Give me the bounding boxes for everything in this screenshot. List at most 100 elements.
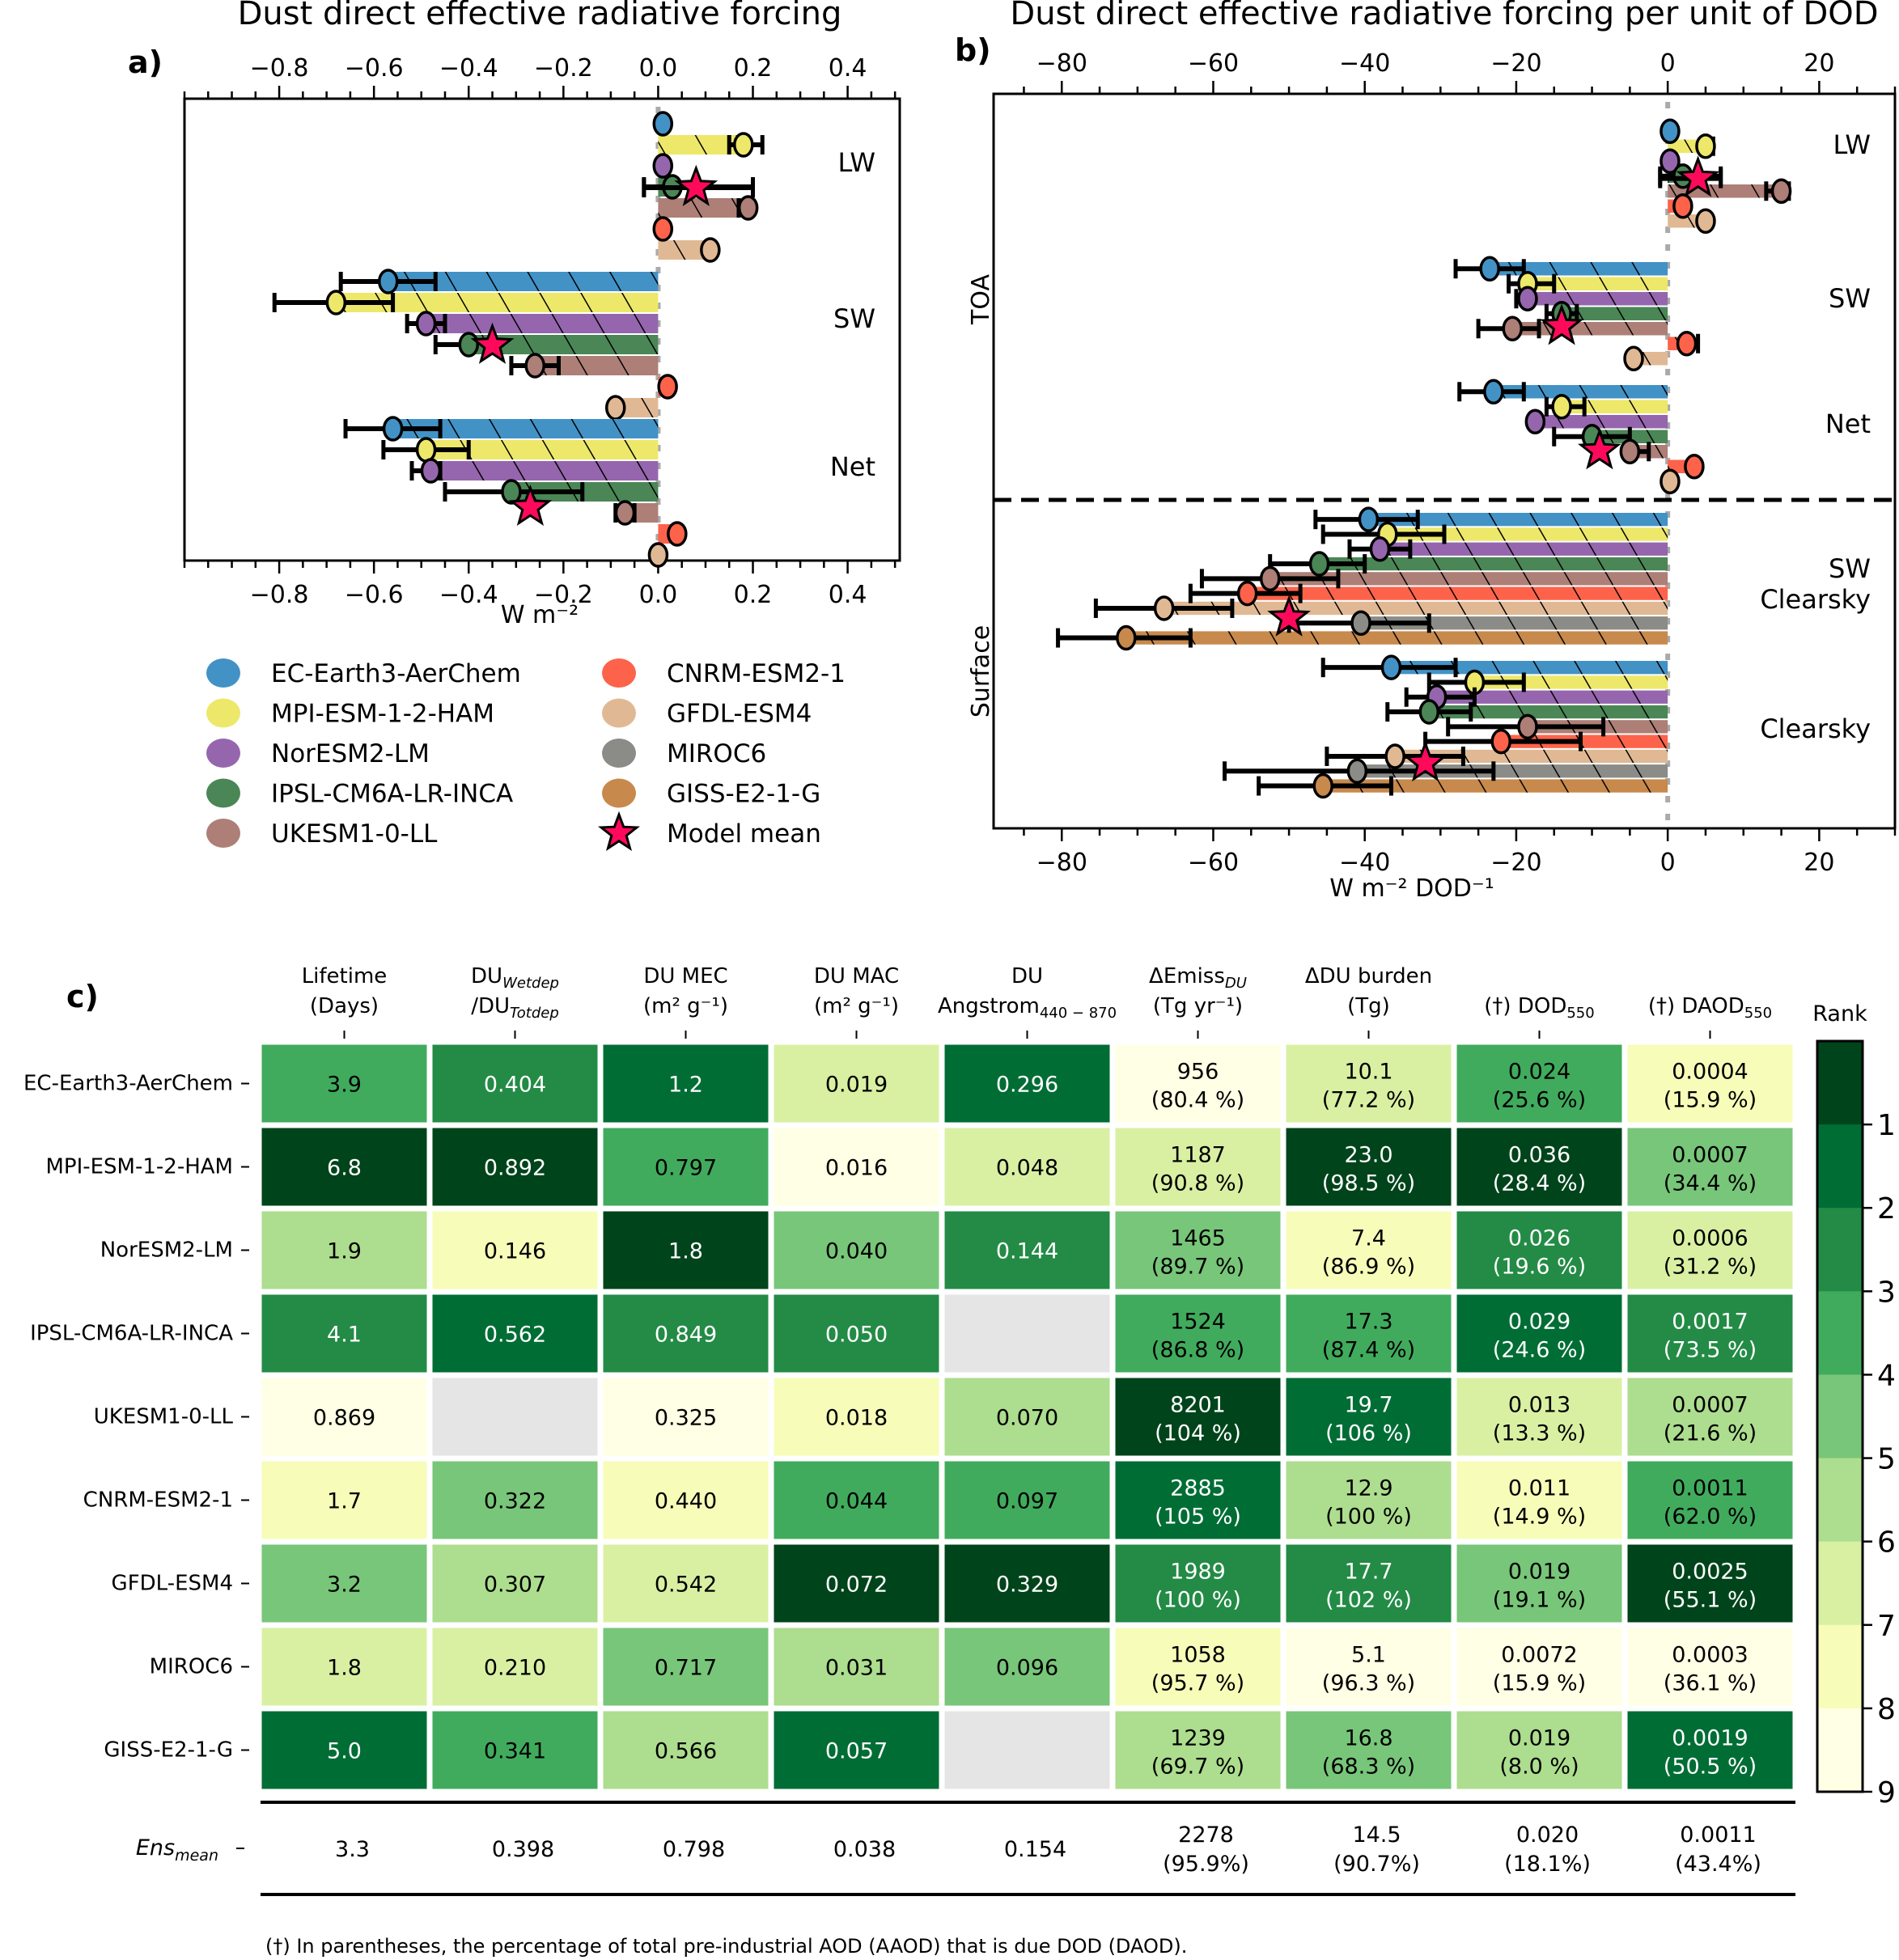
heatmap-cell bbox=[432, 1294, 598, 1373]
row-label: UKESM1-0-LL bbox=[94, 1405, 234, 1429]
colorbar-tick-label: 8 bbox=[1877, 1693, 1896, 1726]
data-point bbox=[652, 153, 674, 179]
data-point bbox=[501, 479, 522, 505]
ensemble-value: 0.020 bbox=[1516, 1822, 1579, 1848]
colorbar-tick-label: 9 bbox=[1877, 1776, 1896, 1810]
x-tick-label-top: −0.2 bbox=[534, 54, 593, 83]
cell-value: 0.0019 bbox=[1672, 1726, 1748, 1751]
cell-value: 1524 bbox=[1170, 1310, 1226, 1335]
x-tick-label-top: −60 bbox=[1188, 49, 1239, 78]
column-header: (†) DAOD550 bbox=[1648, 994, 1772, 1039]
cell-value: 0.404 bbox=[484, 1073, 546, 1098]
heatmap-cell bbox=[1627, 1711, 1793, 1789]
cell-value: 16.8 bbox=[1344, 1726, 1392, 1751]
cell-value: 0.019 bbox=[1508, 1560, 1570, 1585]
panel-a-chart: Dust direct effective radiative forcing … bbox=[128, 0, 901, 852]
x-tick-label-top: 20 bbox=[1804, 49, 1834, 78]
heatmap-cell bbox=[603, 1294, 769, 1373]
cell-percent: (68.3 %) bbox=[1322, 1755, 1415, 1780]
cell-value: 1239 bbox=[1170, 1726, 1226, 1751]
colorbar-tick-label: 5 bbox=[1877, 1443, 1896, 1476]
legend-swatch bbox=[206, 819, 240, 848]
x-tick-label-bottom: −0.2 bbox=[534, 581, 593, 609]
cell-percent: (19.1 %) bbox=[1493, 1588, 1586, 1613]
ensemble-label: Ensmean bbox=[136, 1835, 218, 1865]
cell-value: 1.7 bbox=[327, 1489, 362, 1514]
ensemble-value: 2278 bbox=[1178, 1822, 1234, 1848]
data-point bbox=[1684, 454, 1705, 480]
ensemble-percent: (90.7%) bbox=[1333, 1852, 1420, 1877]
data-point bbox=[1312, 773, 1333, 799]
group-label: SW bbox=[1829, 283, 1871, 314]
column-header-sub: (Days) bbox=[310, 994, 379, 1018]
row-label: GFDL-ESM4 bbox=[112, 1572, 233, 1596]
ensemble-label-subscript: mean bbox=[175, 1847, 218, 1865]
legend-label: NorESM2-LM bbox=[271, 739, 430, 768]
colorbar-tick-label: 1 bbox=[1877, 1109, 1896, 1142]
cell-percent: (106 %) bbox=[1325, 1421, 1412, 1446]
model-mean-star bbox=[508, 484, 553, 527]
cell-percent: (89.7 %) bbox=[1151, 1255, 1244, 1280]
heatmap-cell bbox=[1627, 1461, 1793, 1539]
data-point bbox=[1695, 208, 1716, 234]
x-tick-label-bottom: 0.4 bbox=[829, 581, 867, 609]
x-tick-label-top: −20 bbox=[1490, 49, 1541, 78]
heatmap-cell bbox=[1456, 1211, 1622, 1289]
data-point bbox=[647, 542, 669, 568]
column-header-sub-subscript: 440 − 870 bbox=[1040, 1005, 1117, 1022]
x-tick-label-top: −0.4 bbox=[439, 54, 498, 83]
group-label: LW bbox=[1833, 129, 1871, 160]
ensemble-value: 0.0011 bbox=[1680, 1822, 1756, 1848]
data-point bbox=[415, 311, 437, 337]
column-header-sub: (Tg yr⁻¹) bbox=[1153, 994, 1243, 1018]
cell-value: 0.011 bbox=[1508, 1476, 1570, 1501]
cell-value: 0.048 bbox=[996, 1156, 1058, 1181]
cell-percent: (55.1 %) bbox=[1664, 1588, 1757, 1613]
heatmap-cell bbox=[603, 1461, 769, 1539]
cell-value: 0.097 bbox=[996, 1489, 1058, 1514]
data-point bbox=[1660, 148, 1681, 174]
data-point bbox=[604, 395, 626, 421]
cell-value: 0.0017 bbox=[1672, 1310, 1748, 1335]
cell-value: 7.4 bbox=[1351, 1226, 1386, 1251]
heatmap-cell bbox=[603, 1044, 769, 1123]
data-point bbox=[1418, 699, 1440, 725]
x-tick-label-top: −40 bbox=[1339, 49, 1390, 78]
ensemble-value: 3.3 bbox=[335, 1837, 370, 1862]
cell-value: 0.050 bbox=[825, 1323, 888, 1348]
column-header-sub: (m² g⁻¹) bbox=[814, 994, 899, 1018]
x-tick-label-bottom: −20 bbox=[1490, 849, 1541, 877]
x-tick-label-top: 0.2 bbox=[734, 54, 773, 83]
column-header-sub: (Tg) bbox=[1347, 994, 1390, 1018]
cell-value: 23.0 bbox=[1344, 1143, 1392, 1168]
column-header: (†) DOD550 bbox=[1484, 994, 1595, 1039]
data-point bbox=[524, 353, 545, 379]
heatmap-row: EC-Earth3-AerChem 3.9 0.404 1.2 0.019 0.296 95… bbox=[23, 1044, 1793, 1123]
bar-group: LW bbox=[1658, 118, 1871, 234]
cell-percent: (80.4 %) bbox=[1151, 1088, 1244, 1113]
heatmap-cell bbox=[1627, 1128, 1793, 1206]
heatmap-cell bbox=[774, 1294, 939, 1373]
colorbar-tick-label: 6 bbox=[1877, 1526, 1896, 1560]
cell-value: 0.044 bbox=[825, 1489, 888, 1514]
cell-value: 1.8 bbox=[327, 1656, 362, 1681]
heatmap-cell bbox=[603, 1628, 769, 1706]
cell-value: 12.9 bbox=[1344, 1476, 1392, 1501]
legend-label: MIROC6 bbox=[667, 739, 766, 768]
legend-label: GISS-E2-1-G bbox=[667, 780, 820, 809]
data-point bbox=[657, 374, 678, 400]
heatmap-cell bbox=[261, 1628, 427, 1706]
cell-value: 0.869 bbox=[313, 1406, 375, 1431]
bar-hatch bbox=[430, 461, 659, 480]
panel-b-label: b) bbox=[955, 32, 991, 68]
cell-percent: (86.9 %) bbox=[1322, 1255, 1415, 1280]
heatmap-cell bbox=[1286, 1544, 1452, 1623]
data-point bbox=[1672, 193, 1693, 219]
heatmap-cell bbox=[603, 1378, 769, 1456]
heatmap-cell bbox=[603, 1128, 769, 1206]
cell-value: 1.8 bbox=[668, 1239, 703, 1264]
bar-group: SW bbox=[1453, 256, 1871, 371]
cell-percent: (15.9 %) bbox=[1493, 1671, 1586, 1696]
